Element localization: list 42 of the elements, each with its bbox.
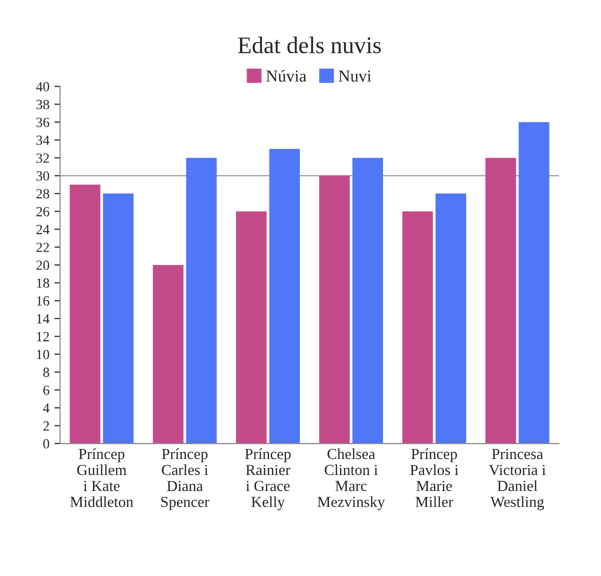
y-tick-label: 18 xyxy=(37,278,50,288)
y-tick-label: 12 xyxy=(37,332,49,342)
bar xyxy=(518,122,550,444)
x-tick-label: Chelsea Clinton i Marc Mezvinsky xyxy=(318,448,385,510)
bar xyxy=(269,148,300,444)
bar xyxy=(436,194,466,444)
x-tick-label: Príncep Guillem i Kate Middleton xyxy=(70,448,134,508)
y-tick-label: 28 xyxy=(36,189,50,198)
y-tick-label: 16 xyxy=(37,296,50,306)
x-tick-label: Príncep Pavlos i Marie Miller xyxy=(410,448,458,508)
y-tick-label: 26 xyxy=(36,207,50,216)
y-tick-label: 14 xyxy=(37,314,50,324)
bar xyxy=(402,211,433,444)
y-tick-label: 2 xyxy=(43,421,49,430)
bar xyxy=(236,211,267,444)
chart-title: Edat dels nuvis xyxy=(238,36,381,54)
bar xyxy=(352,158,384,444)
bar xyxy=(70,184,100,444)
y-tick-label: 24 xyxy=(36,224,50,234)
y-tick-label: 30 xyxy=(36,171,50,181)
y-tick-label: 22 xyxy=(36,242,49,252)
y-tick-label: 8 xyxy=(43,368,50,378)
y-tick-label: 34 xyxy=(36,136,50,145)
bar xyxy=(485,158,516,444)
y-tick-label: 4 xyxy=(43,403,50,413)
y-tick-label: 10 xyxy=(37,350,50,360)
y-tick-label: 32 xyxy=(36,153,49,163)
bar xyxy=(152,264,184,444)
y-tick-label: 36 xyxy=(36,118,50,128)
y-tick-label: 38 xyxy=(36,100,50,110)
legend-label: Núvia xyxy=(266,70,306,82)
legend-label: Nuvi xyxy=(338,70,372,82)
x-tick-label: Príncep Rainier i Grace Kelly xyxy=(245,448,291,510)
bar xyxy=(186,158,217,444)
y-tick-label: 0 xyxy=(43,439,50,448)
x-tick-label: Princesa Victoria i Daniel Westling xyxy=(488,448,546,510)
bar xyxy=(103,194,134,444)
y-tick-label: 40 xyxy=(36,82,50,92)
y-tick-label: 20 xyxy=(36,260,50,270)
bar xyxy=(319,176,350,444)
y-tick-label: 6 xyxy=(43,386,50,395)
x-tick-label: Príncep Carles i Diana Spencer xyxy=(161,448,210,510)
